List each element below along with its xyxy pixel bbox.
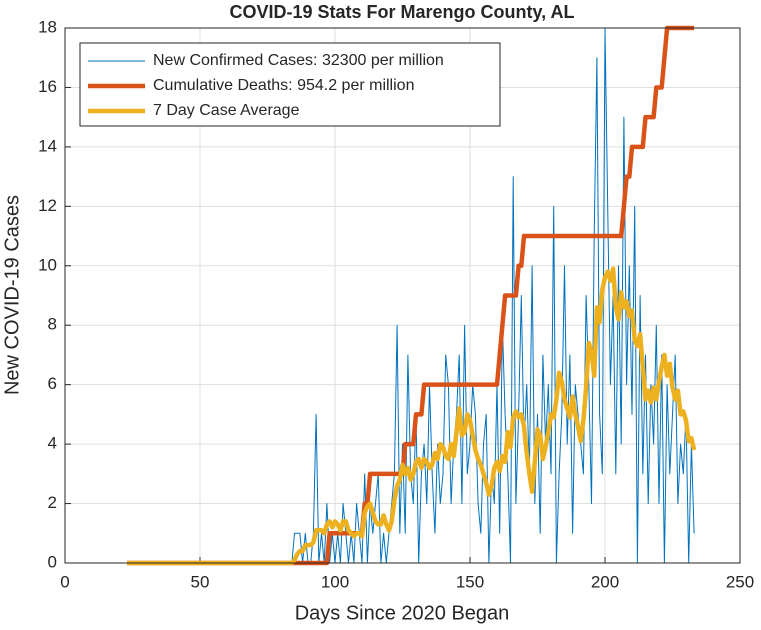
chart-title: COVID-19 Stats For Marengo County, AL xyxy=(229,2,574,22)
y-axis-label: New COVID-19 Cases xyxy=(1,195,23,395)
x-tick-label: 100 xyxy=(321,572,349,591)
x-tick-label: 0 xyxy=(60,572,69,591)
x-axis-label: Days Since 2020 Began xyxy=(295,602,510,624)
y-tick-label: 8 xyxy=(48,315,57,334)
plot-frame xyxy=(64,27,741,564)
y-tick-label: 16 xyxy=(38,77,57,96)
legend: New Confirmed Cases: 32300 per million Cu… xyxy=(79,42,501,127)
y-tick-label: 10 xyxy=(38,255,57,274)
legend-label: Cumulative Deaths: 954.2 per million xyxy=(153,77,414,94)
y-tick-label: 12 xyxy=(38,196,57,215)
legend-label: New Confirmed Cases: 32300 per million xyxy=(153,52,444,69)
y-tick-label: 6 xyxy=(48,374,57,393)
y-tick-label: 14 xyxy=(38,136,57,155)
y-tick-label: 18 xyxy=(38,17,57,36)
y-tick-label: 4 xyxy=(48,434,57,453)
x-tick-label: 250 xyxy=(726,572,754,591)
x-tick-label: 50 xyxy=(191,572,210,591)
y-tick-label: 0 xyxy=(48,552,57,571)
legend-label: 7 Day Case Average xyxy=(153,102,300,119)
y-tick-label: 2 xyxy=(48,493,57,512)
x-tick-label: 200 xyxy=(591,572,619,591)
legend-box xyxy=(79,42,501,127)
x-tick-label: 150 xyxy=(456,572,484,591)
